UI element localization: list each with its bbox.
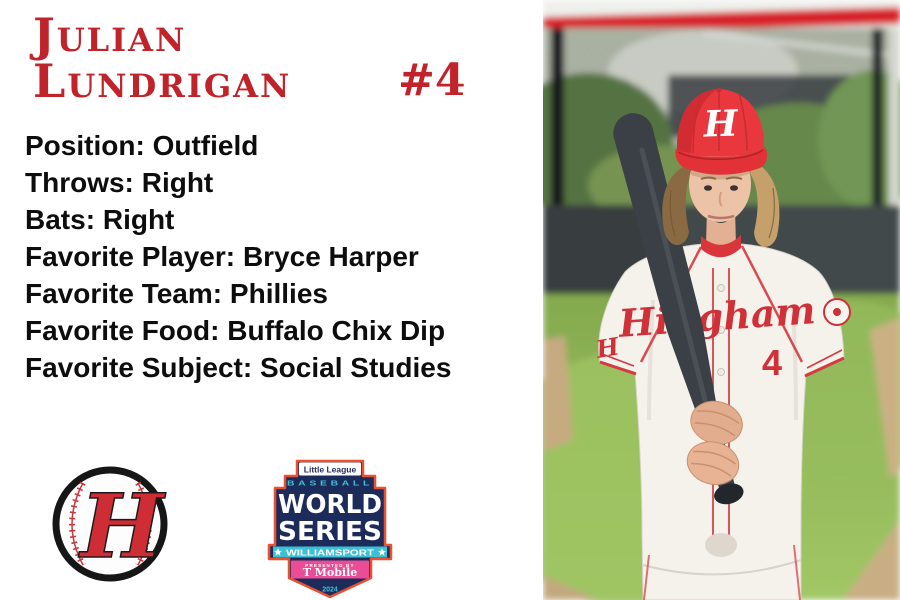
baseball-stitch-right-ticks — [135, 481, 152, 567]
hair-strands — [669, 187, 775, 239]
sleeve-trim-left — [601, 353, 635, 367]
stat-favorite-food: Favorite Food: Buffalo Chix Dip — [25, 312, 540, 349]
raglan-piping-right — [740, 245, 804, 363]
player-first-name: Julian — [33, 8, 187, 62]
baseball-icon — [52, 466, 168, 582]
stat-label: Bats: — [25, 204, 96, 235]
cap-brim — [675, 147, 768, 175]
stat-label: Throws: — [25, 167, 134, 198]
logo-row: H Little League BASEBALL WORLD SERIES WI… — [0, 455, 543, 600]
stat-value: Social Studies — [260, 352, 452, 383]
eye-left — [704, 185, 712, 191]
jersey-number: 4 — [762, 342, 782, 383]
stat-position: Position: Outfield — [25, 127, 540, 164]
stats-list: Position: Outfield Throws: Right Bats: Righ… — [25, 127, 540, 386]
llws-world: WORLD — [278, 490, 382, 520]
nose — [718, 191, 723, 207]
stat-label: Favorite Team: — [25, 278, 223, 309]
infield-dirt — [843, 520, 900, 600]
pants-shadow — [705, 533, 737, 557]
hair-left — [662, 164, 695, 246]
infield-dirt — [543, 575, 598, 600]
eye-right — [730, 185, 738, 191]
llws-presented-by: PRESENTED BY — [305, 563, 354, 568]
llws-year: 2024 — [322, 587, 338, 594]
llws-sponsor-box — [291, 560, 369, 579]
head: H — [662, 87, 780, 247]
stat-value: Outfield — [152, 130, 259, 161]
player-photo: Hingham 4 H — [543, 0, 900, 600]
infield-dirt — [870, 318, 900, 478]
stat-label: Favorite Food: — [25, 315, 220, 346]
llws-baseball: BASEBALL — [287, 481, 373, 488]
stat-value: Phillies — [229, 278, 328, 309]
mouth — [707, 214, 735, 220]
player-last-name: Lundrigan — [33, 54, 292, 108]
sleeve-trim-left — [599, 360, 637, 376]
star-icon — [274, 548, 282, 556]
stat-label: Favorite Player: — [25, 241, 236, 272]
stat-favorite-player: Favorite Player: Bryce Harper — [25, 238, 540, 275]
jersey-hem — [642, 559, 802, 576]
player: Hingham 4 H — [593, 87, 851, 600]
bat-knob — [714, 483, 744, 505]
llws-logo-icon: Little League BASEBALL WORLD SERIES WILL… — [267, 459, 393, 599]
sleeve-patch-dot — [833, 308, 841, 316]
llws-williamsport-strip — [273, 546, 387, 558]
stat-label: Favorite Subject: — [25, 352, 253, 383]
hands — [686, 400, 743, 486]
stat-favorite-team: Favorite Team: Phillies — [25, 275, 540, 312]
player-number: #4 — [398, 55, 466, 106]
llws-top-tab — [299, 462, 361, 476]
eyebrows — [700, 176, 743, 180]
team-letter: H — [77, 474, 166, 578]
baseball-bat — [613, 113, 744, 505]
stat-bats: Bats: Right — [25, 201, 540, 238]
sleeve-trim-right — [806, 349, 843, 369]
cap-letter: H — [702, 102, 739, 145]
star-icon — [378, 548, 386, 556]
info-panel: Julian Lundrigan #4 Position: Outfield Th… — [0, 12, 543, 600]
stat-label: Position: — [25, 130, 145, 161]
fence-post-right — [872, 28, 883, 268]
fence-top-rail — [543, 7, 900, 34]
stat-throws: Throws: Right — [25, 164, 540, 201]
hair-right — [743, 160, 780, 247]
baseball-cap: H — [675, 87, 768, 175]
player-name: Julian Lundrigan — [33, 12, 291, 104]
stat-value: Right — [141, 167, 214, 198]
neck — [706, 208, 736, 246]
hingham-baseball-logo-icon: H — [52, 466, 168, 582]
pants-piping — [793, 544, 801, 600]
stat-value: Bryce Harper — [242, 241, 419, 272]
stat-value: Buffalo Chix Dip — [227, 315, 446, 346]
llws-williamsport: WILLIAMSPORT — [286, 549, 374, 558]
sleeve-trim-right — [804, 356, 845, 378]
jersey-fold — [647, 299, 655, 421]
stat-value: Right — [102, 204, 175, 235]
tmobile-logo: T Mobile — [303, 566, 358, 579]
stat-favorite-subject: Favorite Subject: Social Studies — [25, 349, 540, 386]
infield-dirt — [543, 336, 573, 452]
llws-series: SERIES — [278, 517, 382, 547]
undershirt-collar — [701, 235, 741, 258]
llws-little-league: Little League — [304, 465, 357, 475]
jersey-fold — [791, 304, 798, 421]
baseball-stitch-left-ticks — [69, 481, 86, 567]
pants-piping — [643, 554, 650, 600]
